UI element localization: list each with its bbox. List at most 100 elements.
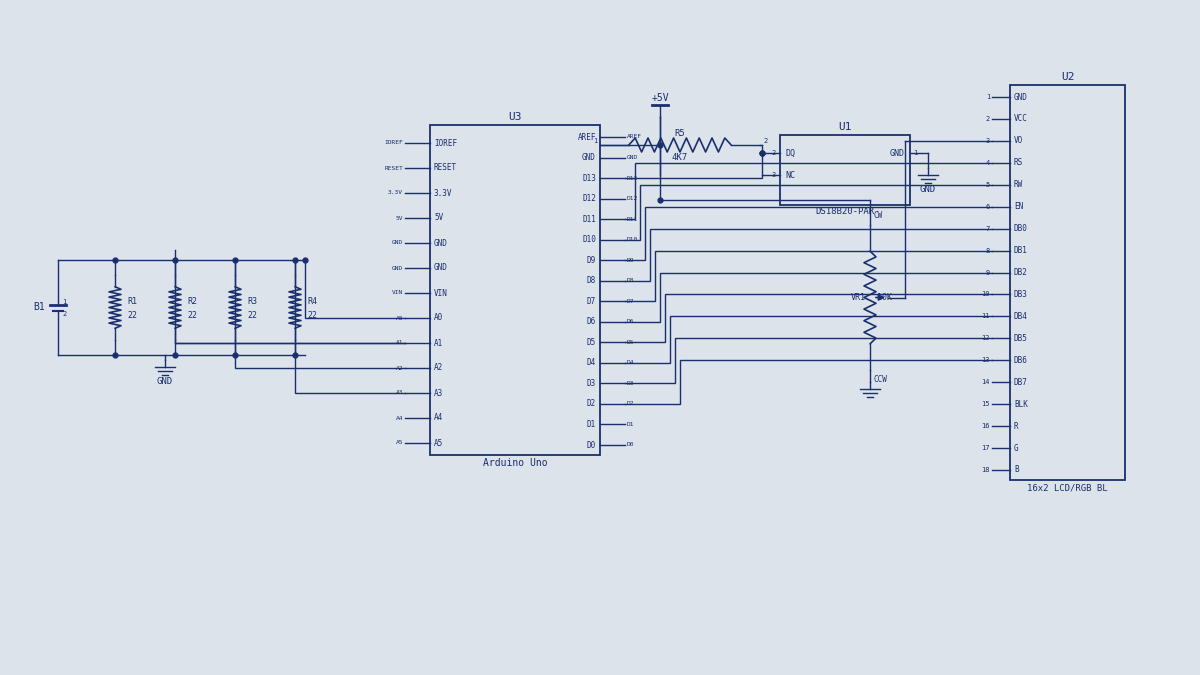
Text: IOREF: IOREF [384,140,403,146]
Text: G: G [1014,443,1019,452]
Text: GND: GND [434,263,448,273]
Text: 9: 9 [985,269,990,275]
Text: GND: GND [628,155,638,160]
Text: D10: D10 [628,237,638,242]
Text: 10K: 10K [876,293,892,302]
Text: 3.3V: 3.3V [388,190,403,196]
Text: D9: D9 [587,256,596,265]
Text: RS: RS [1014,159,1024,167]
Text: D7: D7 [628,299,635,304]
Text: D5: D5 [587,338,596,347]
Text: D4: D4 [628,360,635,365]
Text: B: B [1014,466,1019,475]
Text: RESET: RESET [434,163,457,173]
Text: AREF: AREF [577,132,596,142]
Text: D7: D7 [587,297,596,306]
Text: VCC: VCC [1014,115,1028,124]
Text: DB4: DB4 [1014,312,1028,321]
Text: U3: U3 [509,112,522,122]
Text: GND: GND [920,184,936,194]
Text: +5V: +5V [652,93,668,103]
Text: A0: A0 [434,313,443,323]
Text: D10: D10 [582,235,596,244]
Text: GND: GND [890,148,905,157]
Text: D12: D12 [628,196,638,201]
Text: DB5: DB5 [1014,334,1028,343]
Text: 16: 16 [982,423,990,429]
Text: 1: 1 [913,150,917,156]
Text: 2: 2 [985,116,990,122]
Text: DS18B20-PAR: DS18B20-PAR [816,207,875,217]
Text: DB1: DB1 [1014,246,1028,255]
Text: R: R [1014,422,1019,431]
Bar [430,125,600,455]
Text: D9: D9 [628,258,635,263]
Text: EN: EN [1014,202,1024,211]
Text: D5: D5 [628,340,635,345]
Text: 3.3V: 3.3V [434,188,452,198]
Text: 18: 18 [982,467,990,473]
Text: NC: NC [785,171,796,180]
Text: 10: 10 [982,292,990,298]
Text: 6: 6 [985,204,990,210]
Bar [1010,85,1126,480]
Text: 2: 2 [62,310,66,317]
Text: VIN: VIN [391,290,403,296]
Text: 8: 8 [985,248,990,254]
Text: 2: 2 [772,150,776,156]
Text: D3: D3 [628,381,635,386]
Text: CW: CW [874,211,883,220]
Text: GND: GND [434,238,448,248]
Text: R3: R3 [247,297,257,306]
Text: D2: D2 [628,402,635,406]
Text: R1: R1 [127,297,137,306]
Text: VO: VO [1014,136,1024,145]
Text: A2: A2 [396,365,403,371]
Text: A5: A5 [434,439,443,448]
Text: 7: 7 [985,225,990,232]
Text: R2: R2 [187,297,197,306]
Text: 13: 13 [982,357,990,363]
Text: 3: 3 [772,172,776,178]
Text: 22: 22 [187,311,197,320]
Text: 5V: 5V [434,213,443,223]
Text: D8: D8 [628,278,635,283]
Text: A1: A1 [434,338,443,348]
Text: GND: GND [391,240,403,246]
Text: D3: D3 [587,379,596,388]
Text: VR1: VR1 [851,293,865,302]
Text: GND: GND [157,377,173,385]
Text: D6: D6 [628,319,635,324]
Text: 16x2 LCD/RGB BL: 16x2 LCD/RGB BL [1027,483,1108,493]
Text: 22: 22 [127,311,137,320]
Text: D0: D0 [628,443,635,448]
Text: 15: 15 [982,401,990,407]
Text: A1: A1 [396,340,403,346]
Text: DB3: DB3 [1014,290,1028,299]
Text: D6: D6 [587,317,596,326]
Bar [780,135,910,205]
Text: D1: D1 [628,422,635,427]
Text: D2: D2 [587,400,596,408]
Text: RESET: RESET [384,165,403,171]
Text: D13: D13 [582,173,596,182]
Text: 5: 5 [985,182,990,188]
Text: 17: 17 [982,445,990,451]
Text: 11: 11 [982,313,990,319]
Text: DB0: DB0 [1014,224,1028,233]
Text: 22: 22 [247,311,257,320]
Text: CCW: CCW [874,375,888,384]
Text: AREF: AREF [628,134,642,140]
Text: 12: 12 [982,335,990,342]
Text: IOREF: IOREF [434,138,457,148]
Text: U2: U2 [1061,72,1074,82]
Text: A3: A3 [434,389,443,398]
Text: BLK: BLK [1014,400,1028,408]
Text: A4: A4 [434,414,443,423]
Text: U1: U1 [839,122,852,132]
Text: 1: 1 [985,94,990,100]
Text: RW: RW [1014,180,1024,189]
Text: GND: GND [582,153,596,162]
Text: 5V: 5V [396,215,403,221]
Text: A0: A0 [396,315,403,321]
